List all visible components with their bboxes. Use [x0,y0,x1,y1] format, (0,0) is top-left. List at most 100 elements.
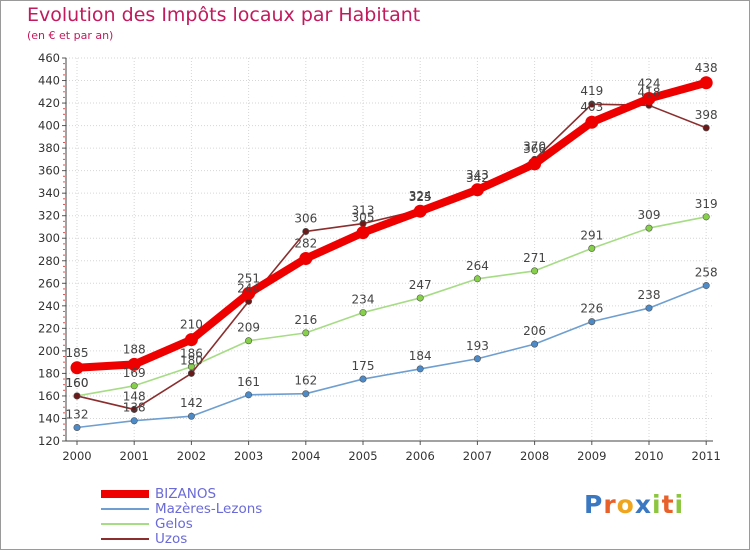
data-label-bizanos: 343 [466,168,489,182]
data-label-gelos: 234 [352,293,375,307]
y-tick-label: 400 [38,119,60,133]
data-label-uzos: 148 [123,389,146,403]
y-tick-label: 340 [38,186,60,200]
data-label-maz-res-lezons: 184 [409,349,432,363]
y-tick-label: 460 [38,51,60,65]
data-point-gelos [302,329,310,337]
data-point-uzos [702,124,710,132]
series-line-bizanos [73,78,711,372]
data-point-uzos [588,100,596,108]
x-tick-label: 2008 [520,449,549,463]
legend-item-maz-res-lezons: Mazères-Lezons [101,501,263,517]
x-tick-label: 2010 [634,449,663,463]
data-label-gelos: 160 [66,376,89,390]
x-tick-label: 2007 [463,449,492,463]
legend-swatch [101,538,149,540]
data-point-bizanos [413,204,427,218]
data-label-bizanos: 324 [409,189,432,203]
data-point-maz-res-lezons [302,390,310,398]
data-point-maz-res-lezons [702,282,710,290]
logo-letter: i [674,490,685,519]
data-point-uzos [187,369,195,377]
data-point-bizanos [470,183,484,197]
data-point-gelos [416,294,424,302]
data-point-uzos [302,227,310,235]
data-point-gelos [359,309,367,317]
data-label-bizanos: 185 [66,346,89,360]
data-label-gelos: 186 [180,347,203,361]
logo-letter: i [652,490,662,519]
data-label-gelos: 264 [466,259,489,273]
data-label-maz-res-lezons: 193 [466,339,489,353]
y-tick-label: 320 [38,209,60,223]
y-tick-label: 140 [38,411,60,425]
data-point-uzos [73,392,81,400]
y-tick-label: 220 [38,321,60,335]
data-point-bizanos [528,157,542,171]
data-label-uzos: 342 [466,171,489,185]
data-label-uzos: 180 [180,353,203,367]
data-label-gelos: 309 [638,208,661,222]
data-point-gelos [702,213,710,221]
logo-letter: P [584,490,604,519]
plot-area [66,58,713,441]
data-point-gelos [588,244,596,252]
data-point-bizanos [242,286,256,300]
legend-swatch [101,490,149,498]
legend-label: Uzos [155,531,188,547]
data-point-maz-res-lezons [645,304,653,312]
data-label-uzos: 370 [523,139,546,153]
y-tick-label: 260 [38,276,60,290]
x-tick-label: 2009 [577,449,606,463]
data-label-bizanos: 424 [638,77,661,91]
data-label-uzos: 160 [66,376,89,390]
x-tick-label: 2001 [120,449,149,463]
y-tick-label: 420 [38,96,60,110]
data-point-maz-res-lezons [473,355,481,363]
legend-item-bizanos: BIZANOS [101,486,217,502]
data-point-maz-res-lezons [187,412,195,420]
data-label-uzos: 244 [237,281,260,295]
data-point-maz-res-lezons [531,340,539,348]
data-label-gelos: 247 [409,278,432,292]
data-label-maz-res-lezons: 162 [294,374,317,388]
data-point-gelos [645,224,653,232]
data-label-bizanos: 366 [523,142,546,156]
logo-letter: o [616,490,635,519]
y-tick-label: 200 [38,344,60,358]
proxiti-logo: Proxiti [584,490,684,519]
data-point-maz-res-lezons [588,318,596,326]
data-point-bizanos [127,357,141,371]
data-label-uzos: 418 [638,85,661,99]
y-tick-label: 300 [38,231,60,245]
data-label-maz-res-lezons: 175 [352,359,375,373]
data-point-bizanos [70,361,84,375]
y-tick-label: 180 [38,366,60,380]
data-point-maz-res-lezons [416,365,424,373]
data-point-bizanos [699,76,713,90]
data-point-gelos [531,267,539,275]
series-line-gelos [76,216,708,397]
y-tick-label: 160 [38,389,60,403]
data-label-maz-res-lezons: 258 [695,266,718,280]
y-tick-label: 240 [38,299,60,313]
x-tick-label: 2000 [62,449,91,463]
data-label-bizanos: 251 [237,271,260,285]
data-point-bizanos [299,252,313,266]
legend-label: BIZANOS [155,486,217,502]
legend-item-gelos: Gelos [101,516,193,532]
legend-label: Mazères-Lezons [155,501,263,517]
data-label-uzos: 398 [695,108,718,122]
data-point-uzos [130,405,138,413]
data-point-maz-res-lezons [245,391,253,399]
data-label-uzos: 325 [409,190,432,204]
series-line-maz-res-lezons [76,284,708,429]
chart-subtitle: (en € et par an) [27,29,114,42]
data-point-bizanos [356,226,370,240]
data-label-maz-res-lezons: 142 [180,396,203,410]
data-point-gelos [130,382,138,390]
legend-label: Gelos [155,516,193,532]
data-label-maz-res-lezons: 132 [66,407,89,421]
legend-item-uzos: Uzos [101,531,188,547]
data-label-bizanos: 438 [695,61,718,75]
